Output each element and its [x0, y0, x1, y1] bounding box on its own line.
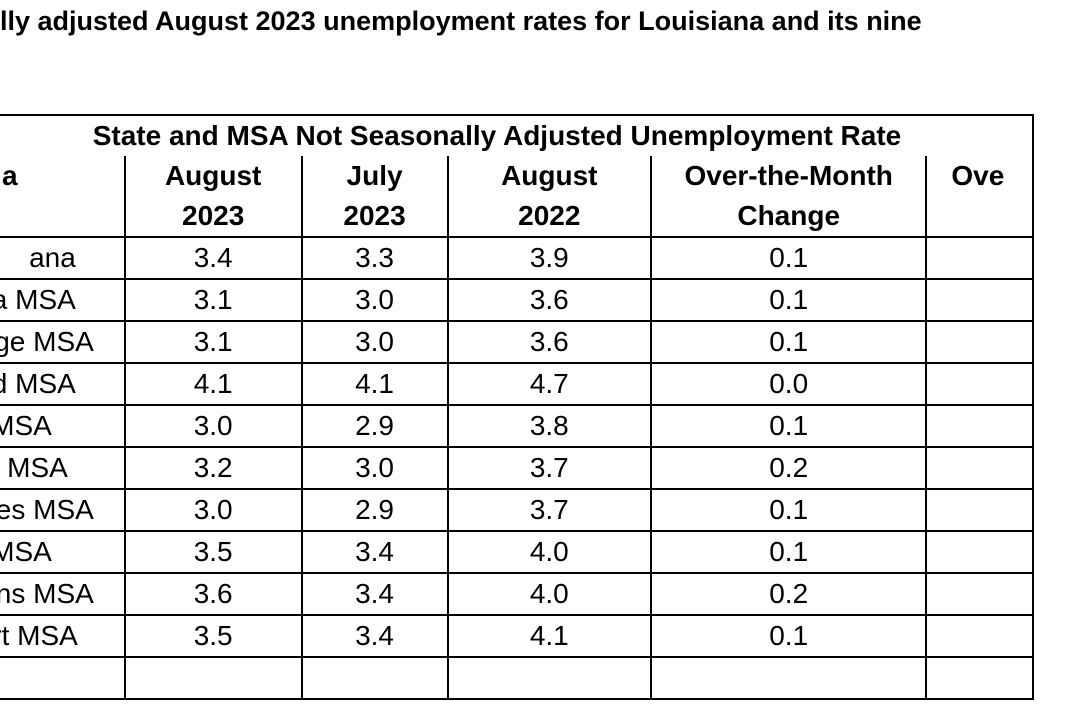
oty-cell [925, 236, 1034, 280]
aug2023-cell: 3.1 [123, 320, 303, 364]
table-row: rt MSA 3.5 3.4 4.1 0.1 [0, 614, 1034, 658]
header-area: a [0, 156, 126, 196]
oty-cell [925, 404, 1034, 448]
header-aug2023: August [123, 156, 303, 196]
otm-cell: 0.1 [650, 404, 928, 448]
table-row-empty [0, 656, 1034, 700]
oty-cell [925, 320, 1034, 364]
area-cell: es MSA [0, 488, 126, 532]
table-banner-row: State and MSA Not Seasonally Adjusted Un… [0, 114, 1034, 156]
otm-cell: 0.1 [650, 320, 928, 364]
aug2022-cell: 4.0 [446, 530, 653, 574]
aug2022-cell: 4.1 [446, 614, 653, 658]
oty-cell [925, 572, 1034, 616]
oty-cell [925, 446, 1034, 490]
jul2023-cell: 2.9 [300, 488, 449, 532]
header-row-2: 2023 2023 2022 Change [0, 196, 1034, 238]
jul2023-cell: 2.9 [300, 404, 449, 448]
otm-cell: 0.1 [650, 236, 928, 280]
empty-cell [446, 656, 653, 700]
area-cell: ana [0, 236, 126, 280]
area-cell: d MSA [0, 362, 126, 406]
area-cell: ns MSA [0, 572, 126, 616]
area-cell: a MSA [0, 278, 126, 322]
aug2023-cell: 3.0 [123, 488, 303, 532]
area-cell: MSA [0, 530, 126, 574]
area-cell: MSA [0, 404, 126, 448]
header-area-sub [0, 196, 126, 238]
empty-cell [925, 656, 1034, 700]
header-row-1: a August July August Over-the-Month Ove [0, 156, 1034, 196]
table-row: es MSA 3.0 2.9 3.7 0.1 [0, 488, 1034, 532]
header-aug2023-sub: 2023 [123, 196, 303, 238]
area-cell: ge MSA [0, 320, 126, 364]
otm-cell: 0.1 [650, 488, 928, 532]
aug2023-cell: 3.5 [123, 614, 303, 658]
otm-cell: 0.2 [650, 572, 928, 616]
aug2022-cell: 3.6 [446, 320, 653, 364]
otm-cell: 0.2 [650, 446, 928, 490]
aug2023-cell: 3.1 [123, 278, 303, 322]
document-title: lly adjusted August 2023 unemployment ra… [0, 6, 922, 36]
area-cell: MSA [0, 446, 126, 490]
table-row: MSA 3.5 3.4 4.0 0.1 [0, 530, 1034, 574]
aug2022-cell: 3.8 [446, 404, 653, 448]
aug2023-cell: 3.0 [123, 404, 303, 448]
empty-cell [123, 656, 303, 700]
oty-cell [925, 530, 1034, 574]
header-aug2022-sub: 2022 [446, 196, 653, 238]
otm-cell: 0.0 [650, 362, 928, 406]
oty-cell [925, 278, 1034, 322]
oty-cell [925, 488, 1034, 532]
empty-cell [650, 656, 928, 700]
header-aug2022: August [446, 156, 653, 196]
aug2023-cell: 3.2 [123, 446, 303, 490]
header-otm-sub: Change [650, 196, 928, 238]
jul2023-cell: 3.3 [300, 236, 449, 280]
area-cell: rt MSA [0, 614, 126, 658]
table-row: d MSA 4.1 4.1 4.7 0.0 [0, 362, 1034, 406]
aug2022-cell: 3.9 [446, 236, 653, 280]
header-otm: Over-the-Month [650, 156, 928, 196]
table-banner: State and MSA Not Seasonally Adjusted Un… [0, 114, 1034, 156]
header-jul2023-sub: 2023 [300, 196, 449, 238]
header-otm-year-sub [925, 196, 1034, 238]
aug2023-cell: 3.4 [123, 236, 303, 280]
aug2023-cell: 4.1 [123, 362, 303, 406]
otm-cell: 0.1 [650, 614, 928, 658]
aug2023-cell: 3.5 [123, 530, 303, 574]
unemployment-table: State and MSA Not Seasonally Adjusted Un… [0, 114, 1034, 700]
table-row: ns MSA 3.6 3.4 4.0 0.2 [0, 572, 1034, 616]
aug2023-cell: 3.6 [123, 572, 303, 616]
jul2023-cell: 4.1 [300, 362, 449, 406]
empty-cell [0, 656, 126, 700]
jul2023-cell: 3.0 [300, 446, 449, 490]
aug2022-cell: 3.7 [446, 488, 653, 532]
otm-cell: 0.1 [650, 530, 928, 574]
jul2023-cell: 3.4 [300, 614, 449, 658]
oty-cell [925, 614, 1034, 658]
aug2022-cell: 4.7 [446, 362, 653, 406]
table-row: MSA 3.2 3.0 3.7 0.2 [0, 446, 1034, 490]
header-otm-year: Ove [925, 156, 1034, 196]
aug2022-cell: 3.6 [446, 278, 653, 322]
otm-cell: 0.1 [650, 278, 928, 322]
table-row: MSA 3.0 2.9 3.8 0.1 [0, 404, 1034, 448]
table-row: a MSA 3.1 3.0 3.6 0.1 [0, 278, 1034, 322]
aug2022-cell: 3.7 [446, 446, 653, 490]
header-jul2023: July [300, 156, 449, 196]
jul2023-cell: 3.4 [300, 530, 449, 574]
jul2023-cell: 3.0 [300, 320, 449, 364]
jul2023-cell: 3.4 [300, 572, 449, 616]
table-row: ge MSA 3.1 3.0 3.6 0.1 [0, 320, 1034, 364]
oty-cell [925, 362, 1034, 406]
table-row: ana 3.4 3.3 3.9 0.1 [0, 236, 1034, 280]
empty-cell [300, 656, 449, 700]
jul2023-cell: 3.0 [300, 278, 449, 322]
aug2022-cell: 4.0 [446, 572, 653, 616]
